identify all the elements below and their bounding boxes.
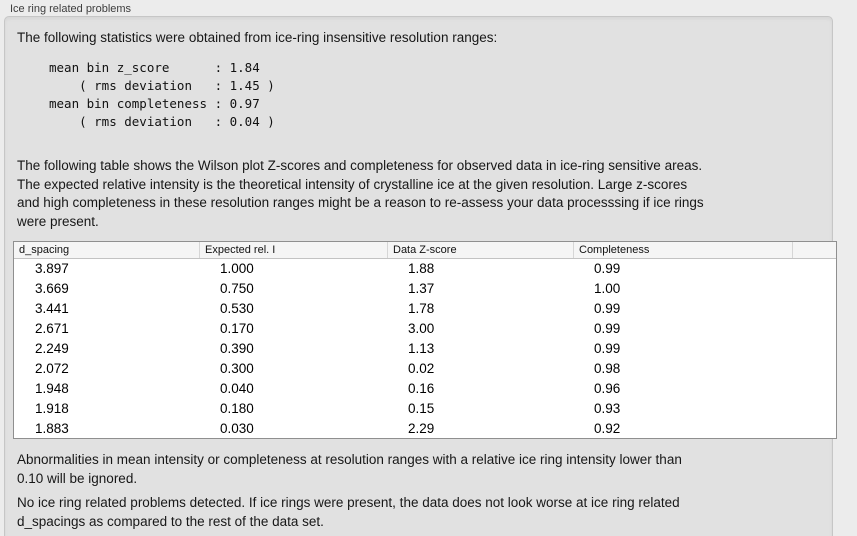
column-header-expected-rel-i[interactable]: Expected rel. I [199,242,387,258]
table-cell: 0.390 [220,341,254,356]
table-description: The following table shows the Wilson plo… [17,158,704,229]
table-row[interactable]: 1.918 0.180 0.15 0.93 [14,399,836,419]
table-cell [792,419,836,438]
table-cell [792,279,836,299]
table-cell: 3.441 [35,301,69,316]
column-header-d-spacing[interactable]: d_spacing [19,244,70,256]
table-cell: 2.29 [408,421,435,436]
table-cell: 2.072 [35,361,69,376]
table-cell: 3.00 [408,321,435,336]
table-cell: 1.78 [408,301,435,316]
table-cell: 0.93 [594,401,621,416]
table-cell: 0.300 [220,361,254,376]
table-cell: 1.88 [408,261,435,276]
table-cell: 1.13 [408,341,435,356]
table-cell: 3.897 [35,261,69,276]
table-cell [792,399,836,419]
table-cell: 0.99 [594,261,621,276]
ice-ring-panel: The following statistics were obtained f… [4,16,837,536]
column-header-data-z-score[interactable]: Data Z-score [387,242,573,258]
table-row[interactable]: 1.948 0.040 0.16 0.96 [14,379,836,399]
column-header-spacer[interactable] [792,242,836,258]
table-cell: 0.15 [408,401,435,416]
panel-title: Ice ring related problems [10,3,132,15]
table-cell: 0.750 [220,281,254,296]
table-cell: 0.96 [594,381,621,396]
table-cell: 0.99 [594,321,621,336]
table-row[interactable]: 2.249 0.390 1.13 0.99 [14,339,836,359]
table-row[interactable]: 2.671 0.170 3.00 0.99 [14,319,836,339]
table-body: 3.897 1.000 1.88 0.99 3.669 0.750 1.37 1.00 3.44… [14,259,836,438]
table-row[interactable]: 3.669 0.750 1.37 1.00 [14,279,836,299]
table-cell: 0.99 [594,301,621,316]
table-cell: 1.883 [35,421,69,436]
table-row[interactable]: 3.897 1.000 1.88 0.99 [14,259,836,279]
table-cell: 0.99 [594,341,621,356]
table-cell: 2.671 [35,321,69,336]
table-cell [792,359,836,379]
table-cell: 1.948 [35,381,69,396]
table-cell: 0.040 [220,381,254,396]
table-cell: 0.180 [220,401,254,416]
stats-intro-text: The following statistics were obtained f… [17,30,498,45]
conclusion-text: No ice ring related problems detected. I… [17,495,680,529]
table-cell [792,319,836,339]
table-cell: 0.030 [220,421,254,436]
table-row[interactable]: 1.883 0.030 2.29 0.92 [14,419,836,438]
table-row[interactable]: 2.072 0.300 0.02 0.98 [14,359,836,379]
table-cell: 1.37 [408,281,435,296]
table-cell: 1.00 [594,281,621,296]
table-cell: 1.000 [220,261,254,276]
column-header-completeness[interactable]: Completeness [573,242,792,258]
table-cell: 2.249 [35,341,69,356]
ignore-note: Abnormalities in mean intensity or compl… [17,452,682,486]
table-cell: 0.16 [408,381,435,396]
stats-block: mean bin z_score : 1.84 ( rms deviation … [49,60,275,129]
table-cell [792,379,836,399]
table-cell: 0.170 [220,321,254,336]
table-header-row: d_spacing Expected rel. I Data Z-score Comp… [14,242,836,259]
table-row[interactable]: 3.441 0.530 1.78 0.99 [14,299,836,319]
table-cell: 0.02 [408,361,435,376]
table-cell: 1.918 [35,401,69,416]
table-cell: 0.530 [220,301,254,316]
table-cell: 0.98 [594,361,621,376]
table-cell [792,339,836,359]
table-cell: 3.669 [35,281,69,296]
ice-ring-table[interactable]: d_spacing Expected rel. I Data Z-score Comp… [13,241,837,439]
table-cell [792,299,836,319]
table-cell [792,259,836,279]
table-cell: 0.92 [594,421,621,436]
